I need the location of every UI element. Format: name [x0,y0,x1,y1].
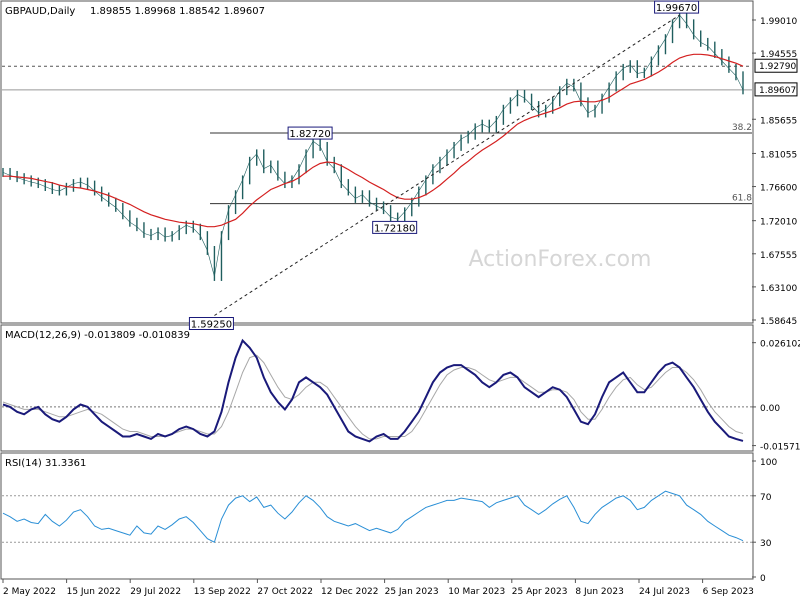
x-tick-label: 13 Sep 2022 [194,587,251,597]
moving-average-line [3,53,744,228]
price-axis-value-box [754,58,798,73]
main-y-tick-label: 1.94555 [760,50,797,60]
price-axis-value-label: 1.89607 [759,86,796,96]
main-y-tick-label: 1.72010 [760,218,797,228]
x-tick-label: 29 Jul 2022 [130,587,181,597]
rsi-line [2,490,744,543]
rsi-y-tick-label: 100 [760,458,777,468]
trend-dashed-line [214,14,680,316]
rsi-y-tick-label: 70 [760,493,772,503]
macd-line [2,338,744,443]
price-axis-value-box [754,82,798,97]
rsi-panel-frame [0,452,754,580]
price-annotation-box [654,0,700,14]
x-tick-label: 25 Jan 2023 [385,587,439,597]
macd-y-tick-label: 0.026102 [760,340,800,350]
price-annotation-box [287,126,333,140]
x-tick-label: 2 May 2022 [3,587,56,597]
price-annotation-box [372,220,418,234]
rsi-y-tick-label: 0 [760,574,766,584]
fib-level-label: 61.8 [732,194,752,204]
price-annotation-label: 1.82720 [289,129,330,140]
price-annotation-label: 1.59250 [191,320,232,331]
main-y-tick-label: 1.81055 [760,150,797,160]
macd-y-tick-label: 0.00 [760,404,780,414]
x-tick-label: 25 Apr 2023 [512,587,568,597]
main-y-tick-label: 1.63100 [760,284,797,294]
price-annotation-label: 1.72180 [374,223,415,234]
ohlc-header: 1.89855 1.89968 1.88542 1.89607 [90,6,265,17]
x-tick-label: 15 Jun 2022 [67,587,121,597]
price-annotation-label: 1.99670 [656,3,697,14]
main-y-tick-label: 1.99010 [760,17,797,27]
rsi-y-tick-label: 30 [760,539,772,549]
x-tick-label: 12 Dec 2022 [321,587,379,597]
main-y-tick-label: 1.76600 [760,184,797,194]
x-tick-label: 27 Oct 2022 [257,587,313,597]
rsi-label: RSI(14) 31.3361 [5,458,86,469]
macd-panel-frame [0,324,754,452]
main-y-tick-label: 1.85655 [760,116,797,126]
watermark: ActionForex.com [469,247,652,272]
macd-label: MACD(12,26,9) -0.013809 -0.010839 [5,330,190,341]
main-y-tick-label: 1.58645 [760,317,797,327]
chart-title: GBPAUD,Daily [5,6,75,17]
x-tick-label: 8 Jun 2023 [575,587,623,597]
x-tick-label: 10 Mar 2023 [448,587,505,597]
fib-level-label: 38.2 [732,123,752,133]
main-y-tick-label: 1.67555 [760,251,797,261]
main-panel-frame [0,0,754,324]
macd-y-tick-label: -0.01571 [760,443,800,453]
x-tick-label: 24 Jul 2023 [639,587,690,597]
x-tick-label: 6 Sep 2023 [703,587,754,597]
price-axis-value-label: 1.92790 [759,62,796,72]
price-close-line [2,14,744,277]
price-annotation-box [188,317,234,331]
